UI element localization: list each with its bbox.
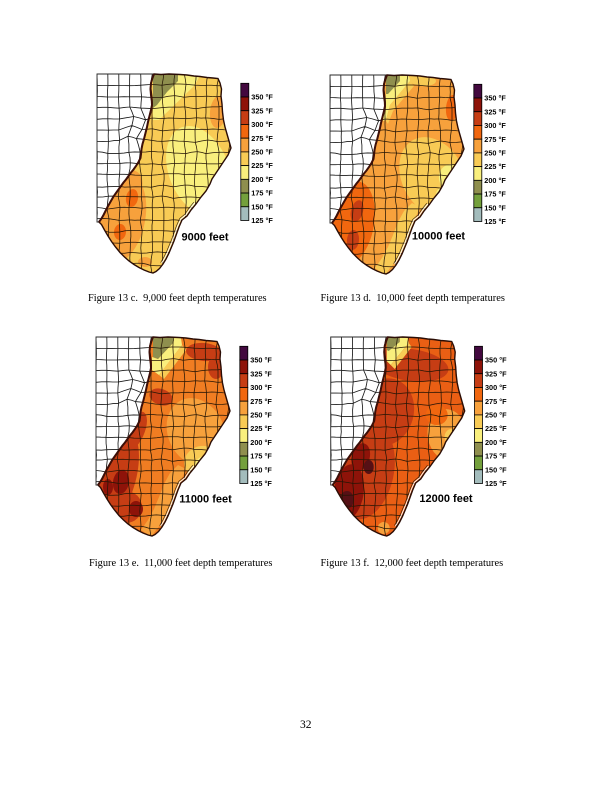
svg-text:200 °F: 200 °F bbox=[251, 175, 273, 184]
svg-text:325 °F: 325 °F bbox=[250, 369, 272, 378]
svg-text:300 °F: 300 °F bbox=[484, 121, 506, 130]
svg-text:300 °F: 300 °F bbox=[251, 120, 273, 129]
svg-text:150 °F: 150 °F bbox=[484, 203, 506, 212]
svg-text:275 °F: 275 °F bbox=[250, 397, 272, 406]
svg-text:175 °F: 175 °F bbox=[484, 190, 506, 199]
svg-text:11000 feet: 11000 feet bbox=[179, 494, 232, 506]
svg-text:10000 feet: 10000 feet bbox=[412, 230, 466, 242]
svg-text:275 °F: 275 °F bbox=[484, 135, 506, 144]
svg-text:175 °F: 175 °F bbox=[251, 189, 273, 198]
svg-text:350 °F: 350 °F bbox=[250, 356, 272, 365]
svg-text:325 °F: 325 °F bbox=[484, 107, 506, 116]
svg-text:350 °F: 350 °F bbox=[484, 94, 506, 103]
svg-text:350 °F: 350 °F bbox=[485, 356, 507, 365]
svg-text:175 °F: 175 °F bbox=[485, 452, 507, 461]
svg-text:250 °F: 250 °F bbox=[251, 148, 273, 157]
svg-text:275 °F: 275 °F bbox=[251, 134, 273, 143]
svg-text:225 °F: 225 °F bbox=[250, 424, 272, 433]
svg-text:150 °F: 150 °F bbox=[485, 465, 507, 474]
svg-text:225 °F: 225 °F bbox=[485, 424, 507, 433]
svg-text:350 °F: 350 °F bbox=[251, 93, 273, 102]
svg-text:125 °F: 125 °F bbox=[251, 216, 273, 225]
svg-text:200 °F: 200 °F bbox=[250, 438, 272, 447]
svg-text:200 °F: 200 °F bbox=[485, 438, 507, 447]
svg-text:200 °F: 200 °F bbox=[484, 176, 506, 185]
svg-text:325 °F: 325 °F bbox=[485, 369, 507, 378]
svg-text:250 °F: 250 °F bbox=[485, 411, 507, 420]
svg-text:125 °F: 125 °F bbox=[250, 479, 272, 488]
svg-text:9000 feet: 9000 feet bbox=[181, 231, 228, 243]
svg-text:12000 feet: 12000 feet bbox=[419, 493, 473, 505]
svg-text:250 °F: 250 °F bbox=[250, 411, 272, 420]
svg-text:150 °F: 150 °F bbox=[250, 465, 272, 474]
svg-text:125 °F: 125 °F bbox=[484, 217, 506, 226]
svg-text:125 °F: 125 °F bbox=[485, 479, 507, 488]
svg-text:250 °F: 250 °F bbox=[484, 149, 506, 158]
svg-text:300 °F: 300 °F bbox=[250, 383, 272, 392]
svg-text:225 °F: 225 °F bbox=[251, 161, 273, 170]
svg-text:275 °F: 275 °F bbox=[485, 397, 507, 406]
svg-text:325 °F: 325 °F bbox=[251, 106, 273, 115]
svg-text:175 °F: 175 °F bbox=[250, 452, 272, 461]
svg-text:300 °F: 300 °F bbox=[485, 383, 507, 392]
svg-text:225 °F: 225 °F bbox=[484, 162, 506, 171]
svg-text:150 °F: 150 °F bbox=[251, 202, 273, 211]
